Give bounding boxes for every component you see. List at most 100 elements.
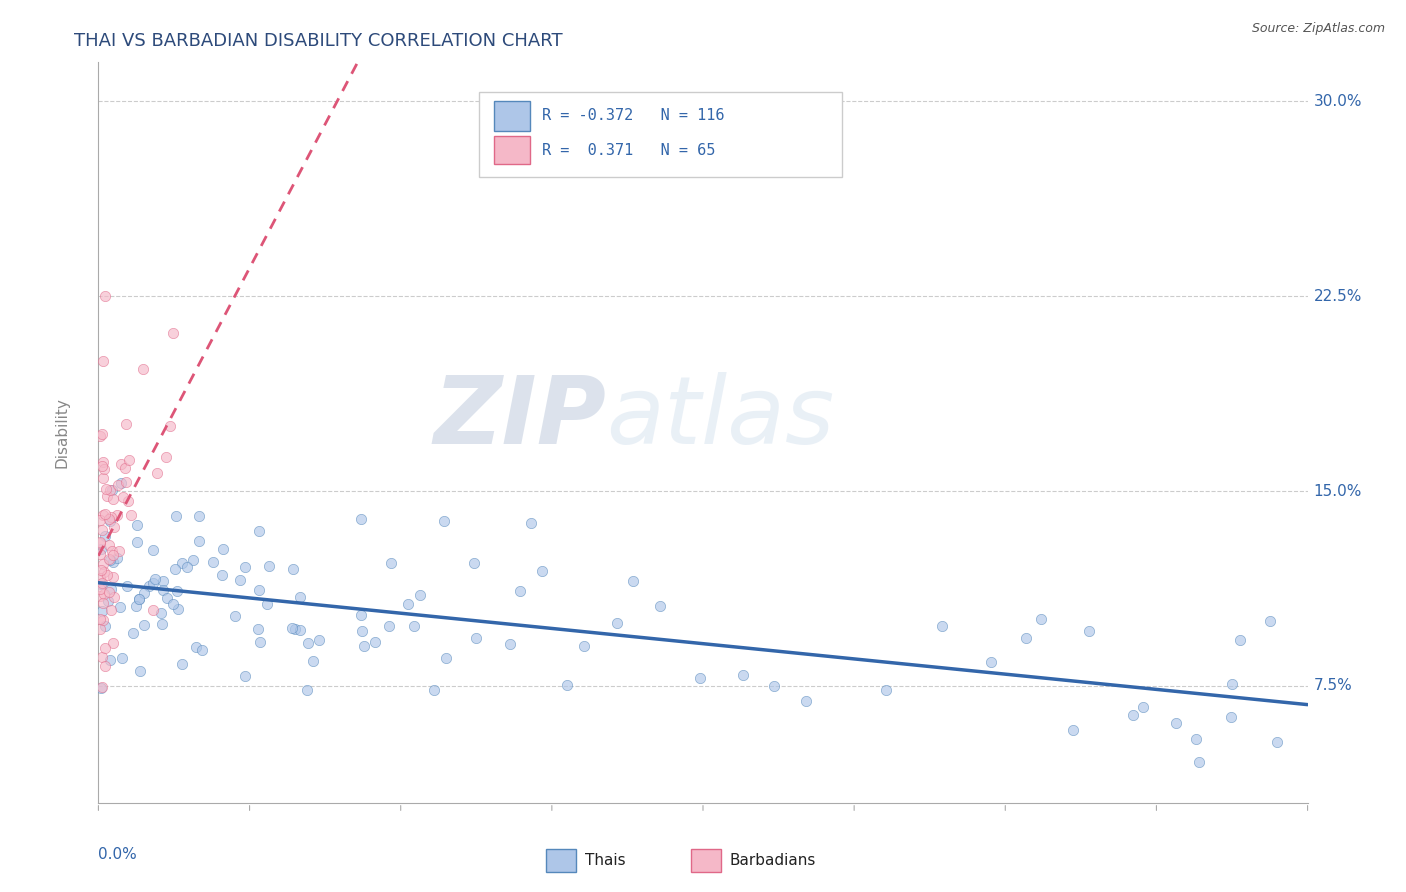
- Point: [246, 622, 269, 636]
- Point: [201, 555, 224, 569]
- Point: [89, 589, 111, 603]
- Point: [530, 564, 553, 578]
- Point: [112, 490, 135, 504]
- Point: [103, 520, 125, 534]
- Point: [98, 538, 121, 552]
- Point: [125, 535, 148, 549]
- Point: [96, 568, 118, 582]
- Point: [184, 640, 207, 654]
- Point: [111, 650, 134, 665]
- Point: [155, 450, 177, 464]
- Point: [170, 556, 193, 570]
- Point: [499, 637, 522, 651]
- Point: [94, 641, 117, 656]
- Point: [97, 512, 120, 526]
- Point: [290, 624, 312, 638]
- Point: [114, 417, 136, 432]
- Text: Barbadians: Barbadians: [730, 853, 815, 868]
- Point: [1166, 715, 1188, 730]
- Point: [396, 597, 419, 611]
- Point: [91, 459, 114, 474]
- Point: [378, 619, 401, 633]
- Point: [159, 418, 181, 433]
- Point: [152, 574, 174, 589]
- Point: [122, 626, 145, 640]
- Point: [1265, 735, 1288, 749]
- Point: [90, 523, 112, 537]
- Point: [101, 570, 124, 584]
- Point: [124, 599, 146, 614]
- Point: [105, 508, 128, 522]
- Point: [380, 556, 402, 570]
- Point: [162, 326, 184, 341]
- Point: [105, 550, 128, 565]
- Point: [281, 621, 304, 635]
- Point: [875, 683, 897, 698]
- Point: [247, 582, 270, 597]
- Text: Source: ZipAtlas.com: Source: ZipAtlas.com: [1251, 22, 1385, 36]
- Point: [103, 555, 125, 569]
- Point: [90, 577, 112, 591]
- Point: [249, 634, 271, 648]
- Bar: [690, 849, 721, 871]
- Point: [1258, 614, 1281, 628]
- Point: [128, 592, 150, 607]
- Point: [93, 507, 115, 521]
- Point: [101, 491, 124, 506]
- Point: [352, 624, 374, 639]
- Point: [233, 668, 256, 682]
- Point: [187, 534, 209, 549]
- Point: [224, 608, 246, 623]
- Point: [98, 515, 121, 529]
- Point: [98, 653, 121, 667]
- Point: [1229, 633, 1251, 648]
- Point: [94, 619, 117, 633]
- Point: [101, 549, 124, 563]
- Point: [156, 591, 179, 605]
- Point: [91, 614, 114, 628]
- Point: [1219, 710, 1241, 724]
- Point: [90, 575, 112, 590]
- Point: [93, 462, 115, 476]
- Point: [89, 622, 111, 636]
- Point: [434, 651, 457, 665]
- Text: THAI VS BARBADIAN DISABILITY CORRELATION CHART: THAI VS BARBADIAN DISABILITY CORRELATION…: [75, 32, 562, 50]
- Point: [94, 659, 117, 673]
- Text: Thais: Thais: [585, 853, 626, 868]
- Point: [89, 582, 111, 596]
- Text: R =  0.371   N = 65: R = 0.371 N = 65: [543, 143, 716, 158]
- Point: [91, 558, 114, 572]
- Point: [152, 616, 174, 631]
- Point: [89, 513, 111, 527]
- Bar: [494, 101, 530, 130]
- Point: [176, 560, 198, 574]
- Point: [93, 508, 115, 522]
- Point: [433, 514, 456, 528]
- Point: [1078, 624, 1101, 639]
- Point: [1188, 755, 1211, 769]
- Point: [110, 458, 132, 472]
- Point: [142, 575, 165, 590]
- Point: [117, 493, 139, 508]
- Bar: [546, 849, 576, 871]
- Point: [90, 604, 112, 618]
- Text: 30.0%: 30.0%: [1313, 94, 1362, 109]
- Point: [110, 475, 132, 490]
- Point: [166, 583, 188, 598]
- Point: [1015, 632, 1038, 646]
- Point: [353, 639, 375, 653]
- Point: [364, 635, 387, 649]
- Point: [91, 354, 114, 368]
- Point: [423, 682, 446, 697]
- Point: [100, 582, 122, 596]
- Point: [108, 599, 131, 614]
- Point: [100, 544, 122, 558]
- Point: [409, 588, 432, 602]
- Point: [132, 586, 155, 600]
- Point: [794, 693, 817, 707]
- Point: [211, 541, 233, 556]
- Point: [152, 583, 174, 598]
- Point: [101, 483, 124, 497]
- Point: [98, 584, 121, 599]
- Point: [114, 461, 136, 475]
